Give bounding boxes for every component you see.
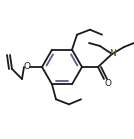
Text: O: O	[105, 79, 111, 87]
Text: O: O	[23, 61, 31, 70]
Text: N: N	[110, 49, 116, 58]
